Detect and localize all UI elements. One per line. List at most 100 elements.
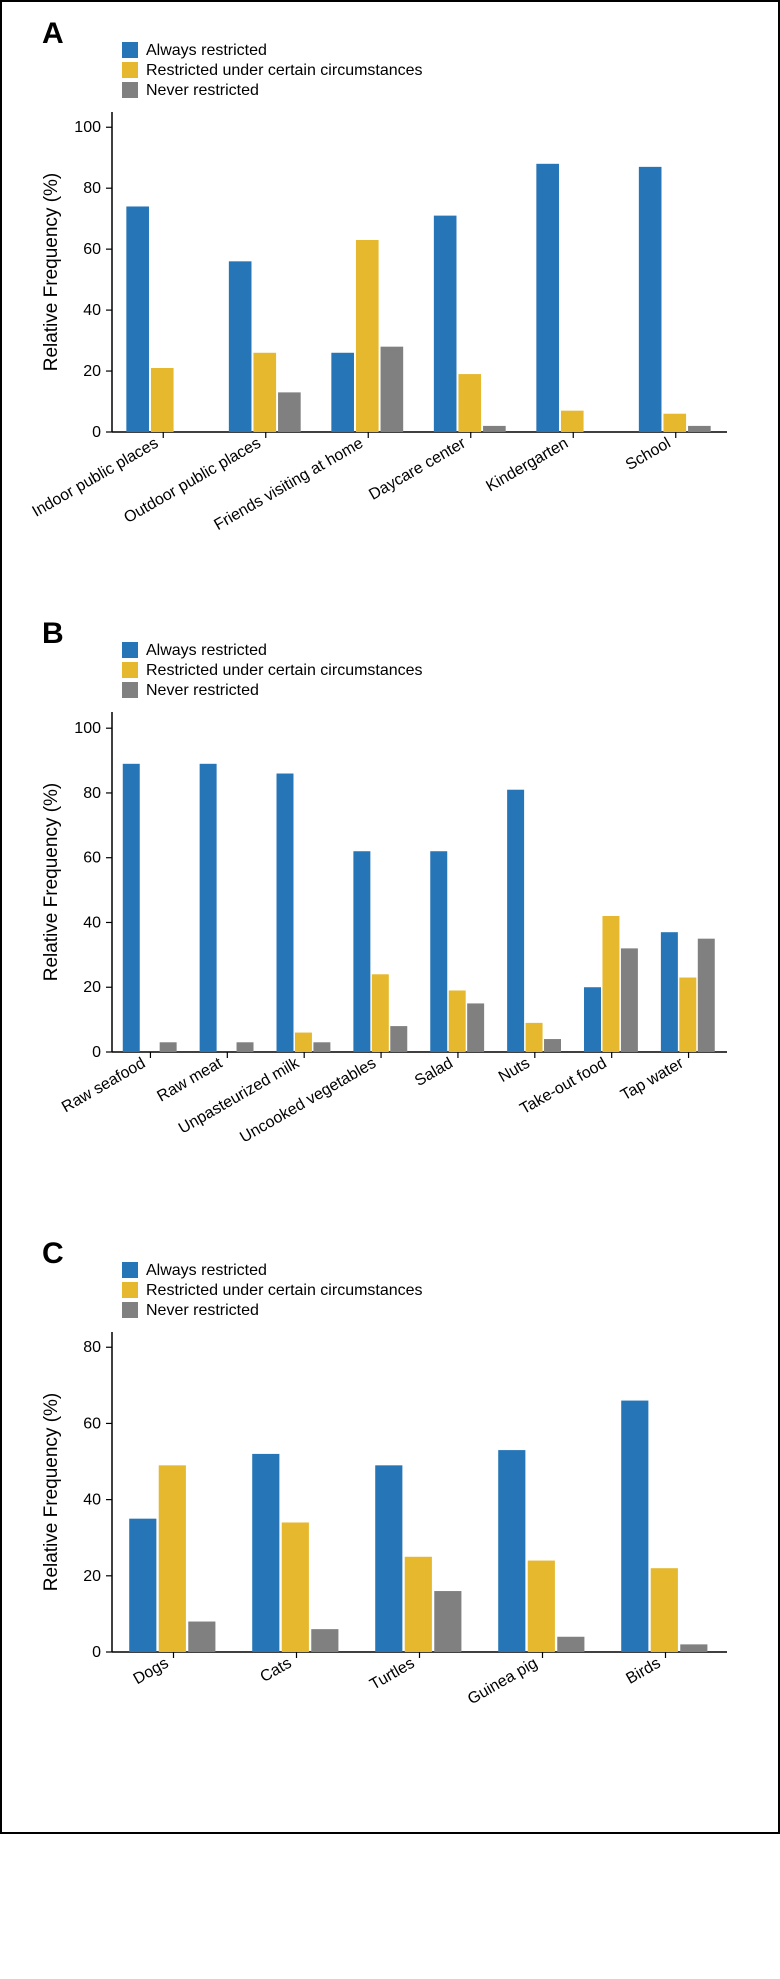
bar <box>278 392 301 432</box>
legend-swatch <box>122 682 138 698</box>
x-category-label: Cats <box>258 1655 295 1686</box>
bar <box>483 426 506 432</box>
bar <box>639 167 662 432</box>
chart-C: Always restrictedRestricted under certai… <box>22 1242 742 1802</box>
x-category-label: Raw seafood <box>59 1055 148 1116</box>
legend-swatch <box>122 82 138 98</box>
panel-C: C Always restrictedRestricted under cert… <box>22 1242 758 1802</box>
bar <box>557 1637 584 1652</box>
chart-B: Always restrictedRestricted under certai… <box>22 622 742 1202</box>
x-category-label: Tap water <box>618 1054 687 1104</box>
bar <box>621 948 638 1052</box>
bar <box>252 1454 279 1652</box>
legend-swatch <box>122 662 138 678</box>
bar <box>621 1401 648 1652</box>
panel-label-B: B <box>42 617 64 651</box>
legend-label: Never restricted <box>146 682 259 699</box>
bar <box>528 1561 555 1652</box>
bar <box>680 1644 707 1652</box>
bar <box>434 216 457 432</box>
y-tick-label: 0 <box>92 1644 101 1661</box>
bar <box>698 939 715 1052</box>
bar <box>151 368 174 432</box>
bar <box>311 1629 338 1652</box>
legend-swatch <box>122 1282 138 1298</box>
y-tick-label: 0 <box>92 1044 101 1061</box>
bar <box>498 1450 525 1652</box>
bar <box>458 374 481 432</box>
bar <box>507 790 524 1052</box>
y-tick-label: 20 <box>83 979 101 996</box>
bar <box>313 1042 330 1052</box>
x-category-label: Uncooked vegetables <box>237 1055 379 1147</box>
panel-label-C: C <box>42 1237 64 1271</box>
bar <box>160 1042 177 1052</box>
y-tick-label: 60 <box>83 1415 101 1432</box>
y-axis-label: Relative Frequency (%) <box>41 1393 62 1592</box>
legend-swatch <box>122 1302 138 1318</box>
y-tick-label: 80 <box>83 785 101 802</box>
bar <box>405 1557 432 1652</box>
bar <box>188 1622 215 1652</box>
figure-container: A Always restricted Restricted under cert… <box>0 0 780 1834</box>
panel-label-A: A <box>42 17 64 51</box>
bar <box>159 1465 186 1652</box>
bar <box>663 414 686 432</box>
x-category-label: School <box>623 435 674 474</box>
y-tick-label: 60 <box>83 241 101 258</box>
y-tick-label: 40 <box>83 1492 101 1509</box>
x-category-label: Turtles <box>367 1655 417 1694</box>
y-tick-label: 100 <box>74 119 101 136</box>
bar <box>356 240 379 432</box>
bar <box>434 1591 461 1652</box>
y-axis-label: Relative Frequency (%) <box>41 783 62 982</box>
legend-swatch <box>122 642 138 658</box>
legend-swatch <box>122 62 138 78</box>
bar <box>277 774 294 1052</box>
bar <box>372 974 389 1052</box>
y-tick-label: 80 <box>83 180 101 197</box>
bar <box>467 1003 484 1052</box>
bar <box>331 353 354 432</box>
bar <box>200 764 217 1052</box>
legend-label: Always restricted <box>146 42 267 59</box>
bar <box>253 353 276 432</box>
bar <box>536 164 559 432</box>
bar <box>430 851 447 1052</box>
x-category-label: Nuts <box>496 1055 533 1086</box>
x-category-label: Take-out food <box>517 1055 609 1118</box>
bar <box>123 764 140 1052</box>
legend-label: Restricted under certain circumstances <box>146 62 423 79</box>
chart-A: Always restricted Restricted under certai… <box>22 22 742 582</box>
bar <box>651 1568 678 1652</box>
bar <box>661 932 678 1052</box>
bar <box>584 987 601 1052</box>
x-category-label: Daycare center <box>366 434 469 503</box>
bar <box>688 426 711 432</box>
y-tick-label: 0 <box>92 424 101 441</box>
legend-label: Never restricted <box>146 82 259 99</box>
legend-label: Always restricted <box>146 642 267 659</box>
bar <box>129 1519 156 1652</box>
legend-swatch <box>122 42 138 58</box>
bar <box>602 916 619 1052</box>
bar <box>526 1023 543 1052</box>
bar <box>282 1522 309 1652</box>
x-category-label: Birds <box>623 1655 663 1688</box>
legend-label: Never restricted <box>146 1302 259 1319</box>
bar <box>381 347 404 432</box>
bar <box>561 411 584 432</box>
bar <box>229 261 252 432</box>
y-tick-label: 80 <box>83 1339 101 1356</box>
x-category-label: Kindergarten <box>483 435 571 496</box>
x-category-label: Salad <box>412 1055 456 1090</box>
y-tick-label: 20 <box>83 363 101 380</box>
bar <box>375 1465 402 1652</box>
bar <box>295 1033 312 1052</box>
y-tick-label: 100 <box>74 720 101 737</box>
legend-label: Always restricted <box>146 1262 267 1279</box>
bar <box>390 1026 407 1052</box>
bar <box>353 851 370 1052</box>
y-tick-label: 60 <box>83 850 101 867</box>
legend-swatch <box>122 1262 138 1278</box>
